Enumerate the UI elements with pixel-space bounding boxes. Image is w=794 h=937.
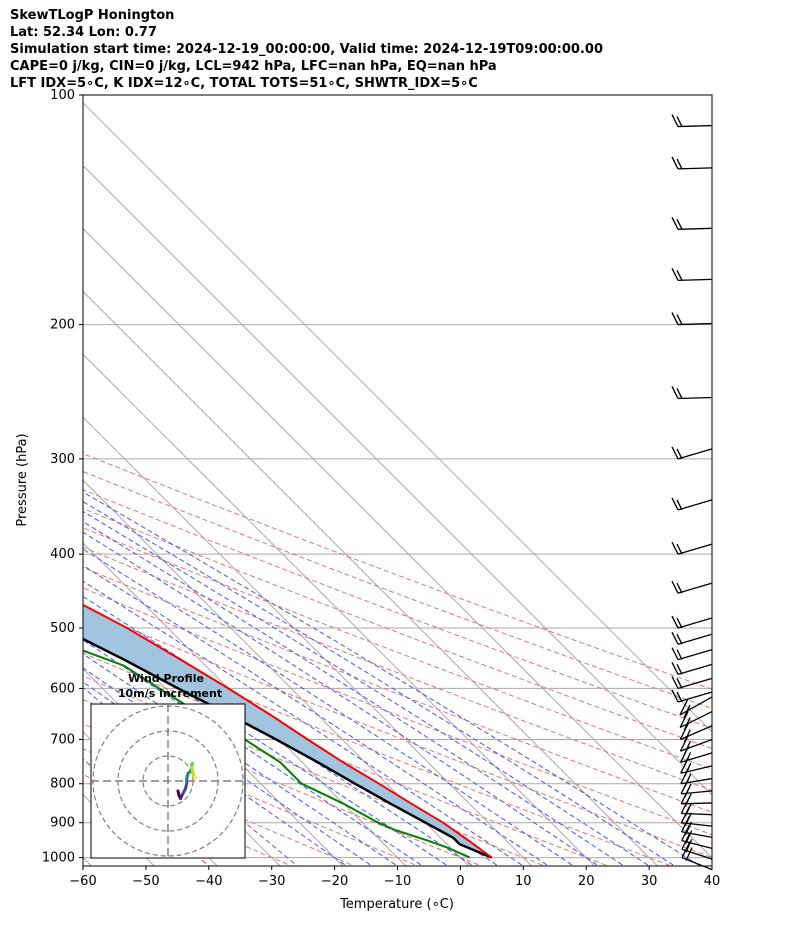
wind-barb [680, 806, 713, 827]
y-tick-label: 700 [50, 732, 75, 747]
wind-barb [671, 114, 713, 128]
hodograph-subtitle: 10m/s increment [118, 687, 222, 700]
isotherm-line [83, 102, 712, 733]
dry-adiabat-line [83, 587, 712, 836]
isotherm-line [83, 290, 659, 866]
dewpoint-line [83, 649, 471, 859]
wind-barb [671, 631, 713, 645]
x-tick-label: 30 [641, 874, 658, 889]
y-tick-label: 900 [50, 816, 75, 831]
moist-adiabat-line [83, 667, 373, 866]
moist-adiabat-line [83, 580, 525, 866]
wind-barb [671, 268, 713, 281]
hodograph-inset: Wind Profile 10m/s increment [90, 672, 246, 859]
x-tick-label: −40 [195, 874, 222, 889]
wind-barb [671, 647, 713, 661]
wind-barb [671, 689, 713, 703]
moist-adiabat-line [83, 653, 399, 866]
x-tick-label: −10 [384, 874, 411, 889]
isotherm-line [83, 165, 712, 796]
location-line: Lat: 52.34 Lon: 0.77 [10, 25, 157, 40]
temperature-line [83, 603, 493, 859]
wind-barb [671, 216, 713, 230]
x-tick-label: 0 [456, 874, 464, 889]
wind-barb [671, 676, 713, 690]
x-axis-label: Temperature (∘C) [339, 897, 454, 912]
cape-cin-shading [83, 604, 492, 858]
hodograph-segment [192, 775, 197, 780]
wind-barb [679, 696, 713, 719]
wind-barb [681, 841, 713, 871]
time-line: Simulation start time: 2024-12-19_00:00:… [10, 42, 603, 57]
dry-adiabat-line [83, 630, 673, 866]
isotherm-line [83, 479, 470, 866]
parcel-path-line [83, 637, 493, 859]
y-tick-label: 100 [50, 88, 75, 103]
wind-barb [671, 312, 713, 326]
dry-adiabat-line [83, 675, 546, 866]
moist-adiabat-line [83, 501, 676, 866]
hodograph-title: Wind Profile [128, 672, 204, 685]
wind-barb [679, 711, 713, 731]
index-line: LFT IDX=5∘C, K IDX=12∘C, TOTAL TOTS=51∘C… [10, 76, 478, 91]
dry-adiabat-line [83, 608, 712, 859]
moist-adiabat-line [83, 510, 651, 866]
wind-barb [671, 662, 713, 675]
wind-barb [671, 156, 713, 170]
wind-barbs [671, 114, 713, 871]
wind-barb [679, 723, 713, 743]
isotherm-line [83, 353, 596, 866]
x-tick-label: 10 [515, 874, 532, 889]
wind-barb [680, 815, 713, 839]
y-tick-label: 500 [50, 621, 75, 636]
dry-adiabat-line [83, 453, 712, 690]
wind-barb [671, 580, 713, 594]
cape-line: CAPE=0 j/kg, CIN=0 j/kg, LCL=942 hPa, LF… [10, 59, 497, 74]
moist-adiabat-line [83, 521, 625, 866]
y-tick-label: 400 [50, 547, 75, 562]
wind-barb [671, 497, 713, 511]
x-tick-label: −20 [321, 874, 348, 889]
wind-barb [671, 386, 713, 400]
moist-adiabat-line [83, 595, 500, 866]
x-tick-label: 20 [578, 874, 595, 889]
isotherm-line [83, 227, 712, 859]
dry-adiabat-line [83, 566, 712, 813]
y-tick-label: 800 [50, 777, 75, 792]
dry-adiabat-line [83, 489, 712, 729]
x-tick-label: −60 [69, 874, 96, 889]
y-tick-label: 1000 [42, 851, 75, 866]
chart-header: SkewTLogP Honington Lat: 52.34 Lon: 0.77… [10, 7, 603, 92]
dry-adiabat-line [83, 470, 712, 710]
x-tick-label: −50 [132, 874, 159, 889]
dry-adiabat-line [83, 507, 712, 750]
dry-adiabat-line [83, 698, 483, 866]
y-tick-label: 200 [50, 318, 75, 333]
moist-adiabat-line [83, 639, 424, 866]
profile-lines [83, 603, 493, 859]
y-tick-label: 600 [50, 681, 75, 696]
moist-adiabat-line [83, 531, 600, 866]
wind-barb [671, 446, 713, 460]
x-tick-label: −30 [258, 874, 285, 889]
moist-adiabat-line [83, 548, 575, 866]
x-tick-label: 40 [704, 874, 721, 889]
y-axis-label: Pressure (hPa) [15, 433, 30, 526]
y-tick-label: 300 [50, 452, 75, 467]
chart-title: SkewTLogP Honington [10, 8, 175, 23]
isotherm-line [83, 416, 533, 866]
wind-barb [671, 541, 713, 555]
wind-barb [671, 615, 713, 629]
moist-adiabat-line [83, 491, 702, 866]
moist-adiabat-line [83, 564, 550, 866]
wind-barb [680, 797, 713, 817]
